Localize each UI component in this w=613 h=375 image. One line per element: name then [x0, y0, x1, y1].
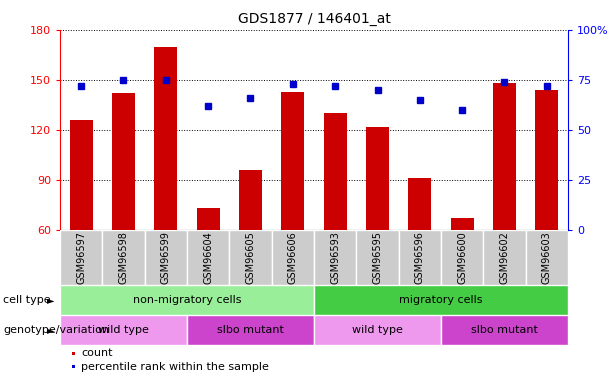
Text: GSM96593: GSM96593	[330, 231, 340, 284]
Bar	[314, 230, 356, 285]
Bar	[493, 83, 516, 230]
Text: slbo mutant: slbo mutant	[217, 325, 284, 335]
Bar	[281, 92, 305, 230]
Bar	[229, 230, 272, 285]
Text: GSM96604: GSM96604	[203, 231, 213, 284]
Text: GSM96605: GSM96605	[245, 231, 256, 284]
Bar	[239, 170, 262, 230]
Text: GSM96602: GSM96602	[500, 231, 509, 284]
Bar	[60, 230, 102, 285]
Bar	[102, 230, 145, 285]
Text: slbo mutant: slbo mutant	[471, 325, 538, 335]
Bar	[441, 315, 568, 345]
Text: wild type: wild type	[352, 325, 403, 335]
Text: wild type: wild type	[98, 325, 149, 335]
Text: genotype/variation: genotype/variation	[3, 325, 109, 335]
Bar	[483, 230, 526, 285]
Text: GSM96597: GSM96597	[76, 231, 86, 284]
Bar	[145, 230, 187, 285]
Bar	[187, 230, 229, 285]
Bar	[526, 230, 568, 285]
Title: GDS1877 / 146401_at: GDS1877 / 146401_at	[238, 12, 390, 26]
Text: ►: ►	[47, 295, 55, 305]
Bar	[314, 285, 568, 315]
Bar	[441, 230, 483, 285]
Bar	[356, 230, 398, 285]
Bar	[272, 230, 314, 285]
Bar	[451, 218, 474, 230]
Bar	[154, 46, 178, 230]
Text: ►: ►	[47, 325, 55, 335]
Text: GSM96598: GSM96598	[118, 231, 129, 284]
Bar	[197, 209, 220, 230]
Text: GSM96603: GSM96603	[542, 231, 552, 284]
Text: GSM96606: GSM96606	[288, 231, 298, 284]
Bar	[366, 127, 389, 230]
Bar	[112, 93, 135, 230]
Bar	[398, 230, 441, 285]
Text: count: count	[82, 348, 113, 358]
Text: GSM96595: GSM96595	[373, 231, 383, 284]
Bar	[408, 178, 432, 230]
Text: GSM96599: GSM96599	[161, 231, 171, 284]
Text: non-migratory cells: non-migratory cells	[133, 295, 242, 305]
Bar	[60, 315, 187, 345]
Text: cell type: cell type	[3, 295, 51, 305]
Text: percentile rank within the sample: percentile rank within the sample	[82, 362, 269, 372]
Bar	[187, 315, 314, 345]
Text: GSM96596: GSM96596	[415, 231, 425, 284]
Bar	[60, 285, 314, 315]
Bar	[535, 90, 558, 230]
Text: migratory cells: migratory cells	[399, 295, 483, 305]
Bar	[69, 120, 93, 230]
Bar	[324, 113, 347, 230]
Text: GSM96600: GSM96600	[457, 231, 467, 284]
Bar	[314, 315, 441, 345]
